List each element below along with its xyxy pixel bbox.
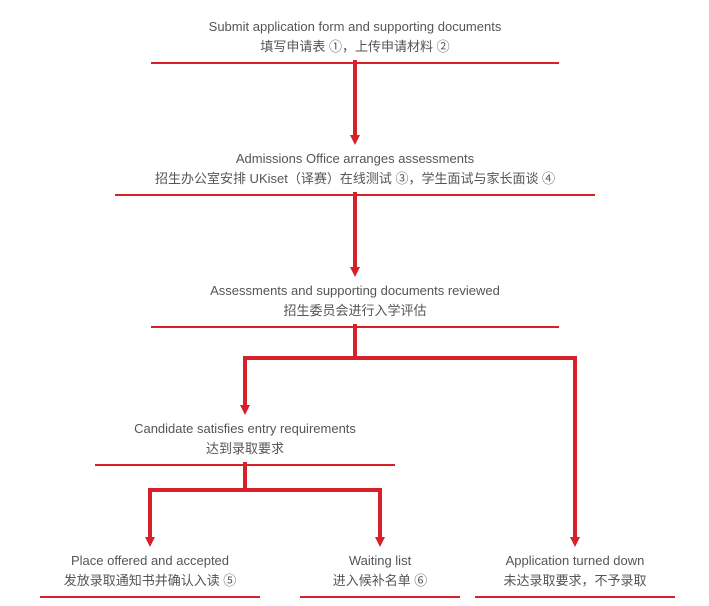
flow-node-arrange: Admissions Office arranges assessments 招…	[115, 150, 595, 196]
flow-node-turned-down: Application turned down 未达录取要求，不予录取	[475, 552, 675, 598]
node-en-text: Place offered and accepted	[40, 552, 260, 570]
node-cn-text: 填写申请表 ①，上传申请材料 ②	[151, 38, 559, 56]
node-divider	[115, 194, 595, 196]
node-en-text: Admissions Office arranges assessments	[115, 150, 595, 168]
node-cn-text: 招生办公室安排 UKiset（译赛）在线测试 ③，学生面试与家长面谈 ④	[115, 170, 595, 188]
node-en-text: Candidate satisfies entry requirements	[95, 420, 395, 438]
flow-node-submit: Submit application form and supporting d…	[151, 18, 559, 64]
edge	[150, 462, 245, 540]
node-cn-text: 发放录取通知书并确认入读 ⑤	[40, 572, 260, 590]
node-divider	[300, 596, 460, 598]
node-divider	[475, 596, 675, 598]
node-cn-text: 招生委员会进行入学评估	[151, 302, 559, 320]
node-cn-text: 进入候补名单 ⑥	[300, 572, 460, 590]
node-en-text: Waiting list	[300, 552, 460, 570]
node-divider	[151, 326, 559, 328]
flow-node-waiting: Waiting list 进入候补名单 ⑥	[300, 552, 460, 598]
node-cn-text: 达到录取要求	[95, 440, 395, 458]
node-en-text: Assessments and supporting documents rev…	[151, 282, 559, 300]
edge	[245, 490, 380, 540]
flow-node-review: Assessments and supporting documents rev…	[151, 282, 559, 328]
flow-node-offered: Place offered and accepted 发放录取通知书并确认入读 …	[40, 552, 260, 598]
node-en-text: Application turned down	[475, 552, 675, 570]
node-divider	[95, 464, 395, 466]
flow-node-satisfies: Candidate satisfies entry requirements 达…	[95, 420, 395, 466]
edge	[245, 324, 355, 408]
node-divider	[151, 62, 559, 64]
node-cn-text: 未达录取要求，不予录取	[475, 572, 675, 590]
node-divider	[40, 596, 260, 598]
node-en-text: Submit application form and supporting d…	[151, 18, 559, 36]
